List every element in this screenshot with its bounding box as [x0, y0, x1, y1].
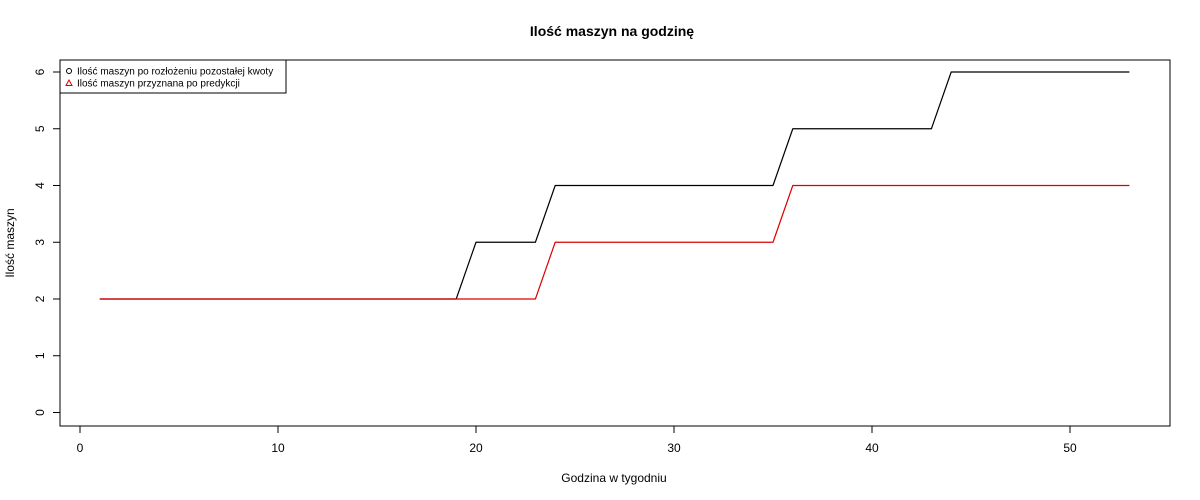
legend-box [59, 59, 287, 94]
x-axis: 0 10 20 30 40 50 [77, 425, 1077, 455]
series-layer [99, 71, 1130, 300]
legend: Ilość maszyn po rozłożeniu pozostałej kw… [59, 59, 287, 94]
x-tick-label: 50 [1063, 441, 1077, 455]
y-tick-label: 6 [33, 68, 47, 75]
y-tick-label: 0 [33, 409, 47, 416]
series-line-2 [99, 184, 1130, 300]
y-tick-label: 1 [33, 352, 47, 359]
legend-marker-triangle [65, 78, 73, 86]
y-tick-label: 5 [33, 125, 47, 132]
x-axis-label: Godzina w tygodniu [561, 471, 666, 485]
y-tick-label: 2 [33, 295, 47, 302]
y-axis: 0 1 2 3 4 5 6 [33, 68, 61, 416]
legend-label: Ilość maszyn przyznana po predykcji [77, 79, 240, 90]
x-tick-label: 10 [271, 441, 285, 455]
chart-title: Ilość maszyn na godzinę [530, 23, 694, 39]
legend-marker-circle [66, 68, 72, 74]
x-tick-label: 0 [77, 441, 84, 455]
y-tick-label: 3 [33, 239, 47, 246]
y-axis-label: Ilość maszyn [3, 208, 17, 277]
plot-frame [59, 59, 1171, 427]
x-tick-label: 30 [667, 441, 681, 455]
legend-label: Ilość maszyn po rozłożeniu pozostałej kw… [77, 67, 273, 78]
y-tick-label: 4 [33, 182, 47, 189]
x-tick-label: 40 [865, 441, 879, 455]
x-tick-label: 20 [469, 441, 483, 455]
